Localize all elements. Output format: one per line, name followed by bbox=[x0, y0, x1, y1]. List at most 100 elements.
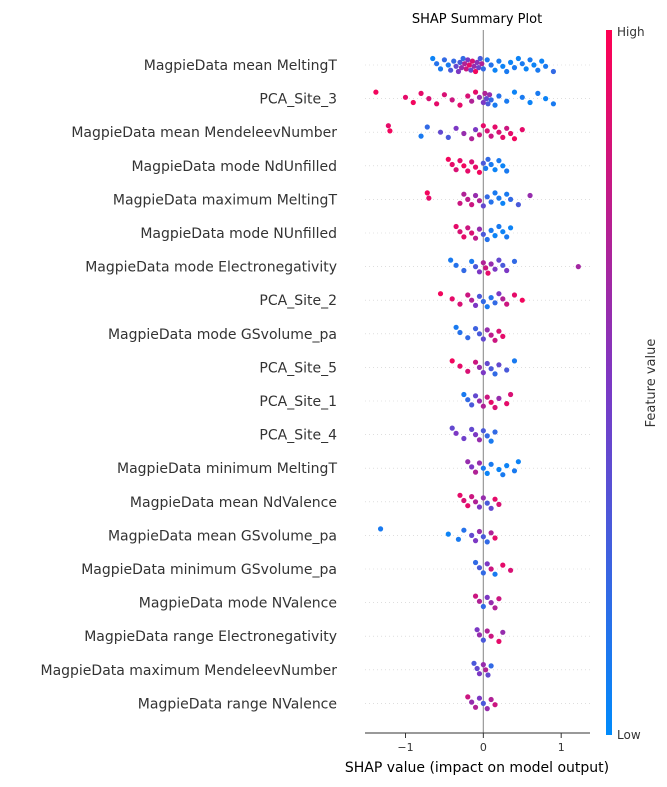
shap-point bbox=[486, 92, 493, 98]
shap-point bbox=[472, 264, 479, 270]
shap-point bbox=[496, 395, 502, 401]
shap-point bbox=[476, 528, 483, 535]
shap-point bbox=[488, 399, 494, 405]
shap-point bbox=[480, 298, 486, 305]
shap-point bbox=[504, 463, 510, 469]
shap-point bbox=[457, 59, 463, 65]
shap-point bbox=[500, 333, 506, 339]
shap-point bbox=[469, 202, 475, 208]
shap-point bbox=[402, 94, 409, 100]
feature-label: PCA_Site_1 bbox=[259, 394, 337, 410]
shap-point bbox=[507, 567, 514, 573]
shap-point bbox=[488, 461, 494, 467]
shap-point bbox=[500, 163, 506, 169]
shap-point bbox=[492, 337, 498, 343]
shap-point bbox=[550, 101, 557, 107]
shap-point bbox=[492, 571, 498, 577]
shap-point bbox=[469, 230, 475, 236]
shap-point bbox=[453, 125, 459, 131]
shap-point bbox=[451, 58, 457, 64]
shap-point bbox=[483, 96, 490, 102]
shap-point bbox=[476, 269, 483, 275]
feature-label: MagpieData minimum GSvolume_pa bbox=[81, 562, 337, 578]
shap-point bbox=[515, 459, 521, 465]
shap-point bbox=[453, 167, 459, 173]
shap-point bbox=[476, 331, 483, 337]
shap-point bbox=[434, 101, 440, 107]
shap-point bbox=[453, 324, 459, 330]
shap-point bbox=[519, 127, 525, 133]
shap-point bbox=[472, 127, 479, 133]
shap-point bbox=[507, 59, 514, 65]
shap-point bbox=[488, 600, 494, 606]
shap-point bbox=[484, 194, 490, 200]
shap-point bbox=[468, 67, 474, 73]
shap-point bbox=[484, 500, 490, 506]
shap-point bbox=[480, 260, 486, 266]
shap-point bbox=[484, 628, 490, 634]
shap-point bbox=[527, 192, 533, 199]
shap-point bbox=[500, 296, 506, 302]
shap-point bbox=[472, 326, 479, 332]
feature-label: MagpieData mode GSvolume_pa bbox=[108, 327, 337, 343]
shap-point bbox=[500, 63, 506, 69]
shap-point bbox=[519, 94, 525, 100]
shap-point bbox=[465, 292, 471, 298]
shap-point bbox=[504, 401, 510, 407]
shap-point bbox=[515, 55, 521, 62]
shap-point bbox=[500, 629, 506, 635]
x-tick-label: −1 bbox=[397, 741, 413, 754]
shap-point bbox=[496, 223, 502, 230]
shap-point bbox=[457, 102, 463, 108]
shap-point bbox=[483, 265, 489, 271]
shap-point bbox=[484, 706, 490, 712]
shap-point bbox=[476, 132, 483, 138]
shap-point bbox=[476, 65, 482, 71]
shap-point bbox=[507, 391, 514, 398]
shap-point bbox=[504, 125, 510, 131]
shap-point bbox=[496, 58, 502, 64]
shap-point bbox=[466, 62, 472, 68]
shap-point bbox=[465, 196, 471, 202]
shap-point bbox=[480, 700, 486, 707]
shap-point bbox=[476, 565, 483, 571]
shap-point bbox=[492, 233, 498, 239]
shap-point bbox=[488, 199, 494, 205]
shap-point bbox=[484, 57, 490, 63]
shap-point bbox=[461, 391, 467, 398]
shap-point bbox=[492, 102, 498, 108]
feature-label: MagpieData mode NUnfilled bbox=[140, 226, 337, 242]
shap-point bbox=[448, 67, 454, 73]
shap-point bbox=[484, 594, 490, 601]
shap-point bbox=[483, 667, 489, 673]
shap-point bbox=[519, 61, 525, 67]
shap-point bbox=[484, 304, 490, 310]
feature-label: MagpieData mean GSvolume_pa bbox=[108, 528, 337, 544]
shap-point bbox=[496, 466, 502, 473]
shap-point bbox=[484, 128, 490, 134]
shap-point bbox=[483, 165, 489, 171]
shap-point bbox=[472, 164, 479, 170]
shap-point bbox=[485, 101, 491, 107]
shap-point bbox=[539, 58, 545, 64]
shap-point bbox=[492, 371, 498, 377]
shap-point bbox=[441, 92, 448, 98]
shap-point bbox=[418, 133, 424, 139]
shap-point bbox=[437, 66, 444, 72]
shap-point bbox=[504, 267, 510, 274]
shap-point bbox=[492, 266, 498, 272]
shap-point bbox=[472, 89, 479, 95]
shap-point bbox=[385, 123, 391, 129]
shap-point bbox=[482, 90, 488, 96]
shap-point bbox=[492, 300, 498, 306]
shap-point bbox=[453, 262, 459, 268]
shap-point bbox=[480, 637, 486, 643]
feature-gridlines bbox=[365, 64, 590, 704]
shap-point bbox=[449, 425, 455, 431]
shap-point bbox=[504, 98, 510, 104]
shap-point bbox=[476, 293, 483, 299]
shap-point bbox=[457, 200, 463, 206]
shap-point bbox=[500, 562, 506, 568]
shap-point bbox=[484, 433, 490, 439]
